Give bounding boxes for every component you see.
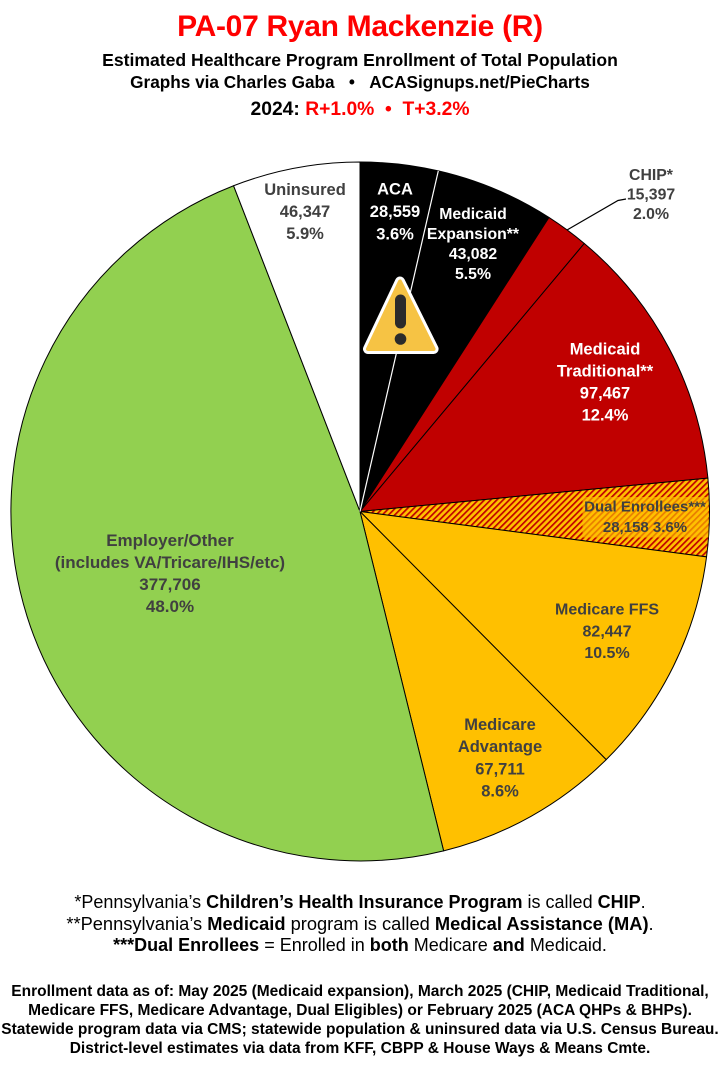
svg-text:Medicaid: Medicaid: [439, 206, 507, 223]
svg-text:28,559: 28,559: [370, 203, 420, 221]
svg-text:67,711: 67,711: [475, 761, 525, 779]
svg-text:5.9%: 5.9%: [286, 225, 324, 243]
svg-text:Dual Enrollees***: Dual Enrollees***: [584, 499, 706, 516]
svg-text:Employer/Other: Employer/Other: [106, 531, 234, 550]
svg-text:15,397: 15,397: [627, 187, 676, 204]
svg-text:28,158 3.6%: 28,158 3.6%: [603, 519, 687, 536]
svg-text:43,082: 43,082: [449, 246, 498, 263]
svg-text:(includes VA/Tricare/IHS/etc): (includes VA/Tricare/IHS/etc): [55, 553, 285, 572]
svg-text:48.0%: 48.0%: [146, 597, 194, 616]
svg-text:10.5%: 10.5%: [584, 645, 629, 662]
svg-text:Medicare FFS: Medicare FFS: [555, 602, 659, 619]
svg-text:97,467: 97,467: [580, 385, 630, 403]
svg-text:Uninsured: Uninsured: [264, 181, 346, 199]
svg-text:46,347: 46,347: [280, 203, 330, 221]
svg-text:8.6%: 8.6%: [481, 783, 519, 801]
svg-text:377,706: 377,706: [139, 575, 200, 594]
svg-text:82,447: 82,447: [583, 624, 632, 641]
svg-text:5.5%: 5.5%: [455, 266, 491, 283]
svg-text:3.6%: 3.6%: [376, 226, 414, 244]
svg-text:Medicare: Medicare: [464, 716, 536, 734]
svg-text:Advantage: Advantage: [458, 738, 542, 756]
svg-text:Medicaid: Medicaid: [570, 341, 641, 359]
svg-text:ACA: ACA: [377, 181, 413, 199]
svg-text:12.4%: 12.4%: [582, 407, 629, 425]
svg-text:2.0%: 2.0%: [633, 206, 669, 223]
svg-text:Expansion**: Expansion**: [427, 226, 520, 243]
svg-text:CHIP*: CHIP*: [629, 167, 674, 184]
svg-text:Traditional**: Traditional**: [557, 363, 654, 381]
